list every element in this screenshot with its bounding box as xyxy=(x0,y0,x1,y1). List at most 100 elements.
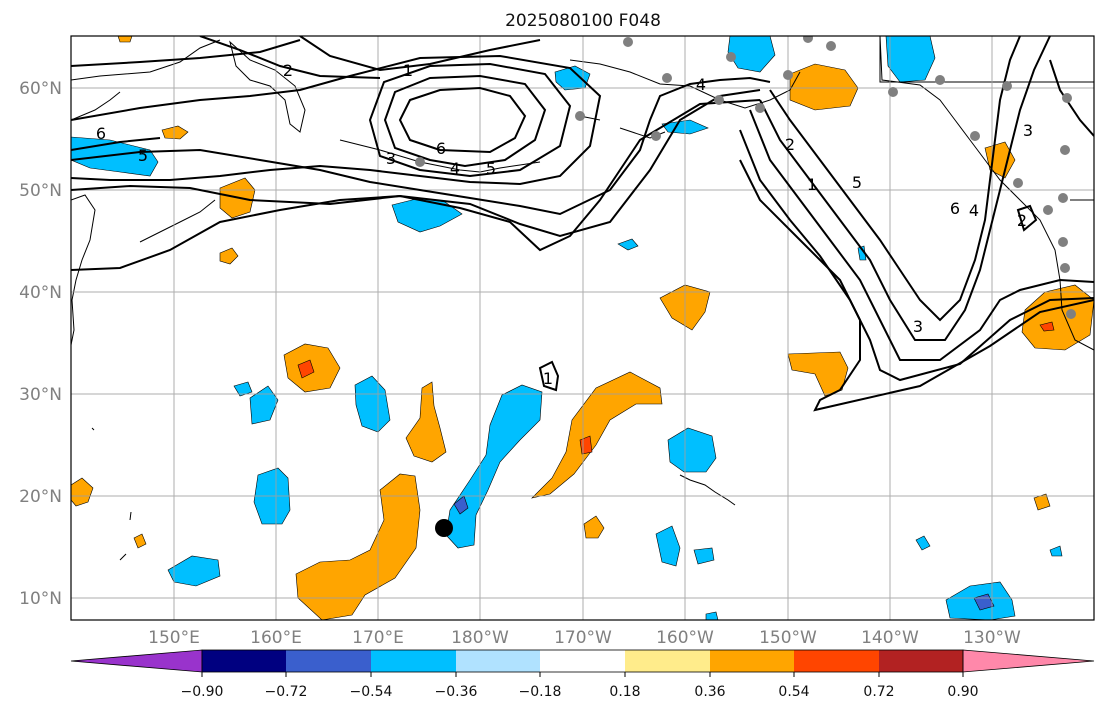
anomaly-neg-30n-b xyxy=(249,385,279,425)
contour-label: 1 xyxy=(403,61,413,80)
contour-label: 6 xyxy=(950,199,960,218)
lon-labels: 150°E 160°E 170°E 180°W 170°W 160°W 150°… xyxy=(148,628,1021,648)
colorbar-tick-label: −0.90 xyxy=(181,684,224,700)
aleutians xyxy=(339,139,541,173)
anomaly-red-coast xyxy=(1039,321,1055,332)
contour-low-2 xyxy=(383,74,547,168)
contour-label: 3 xyxy=(386,149,396,168)
contour-top-2 xyxy=(299,36,541,72)
contour-outer-2 xyxy=(71,89,761,238)
station-marker xyxy=(1002,81,1012,91)
station-marker xyxy=(662,73,672,83)
map-frame xyxy=(70,35,1095,621)
station-marker xyxy=(1058,237,1068,247)
contour-east-small xyxy=(1016,204,1038,232)
lon-label: 170°E xyxy=(352,628,404,648)
station-marker xyxy=(1013,178,1023,188)
anomaly-pos-tiny xyxy=(133,533,147,549)
anomaly-pos-top-small xyxy=(117,36,133,43)
lat-label: 20°N xyxy=(19,487,62,507)
colorbar-frame xyxy=(201,649,964,673)
contour-label: 3 xyxy=(913,317,923,336)
colorbar-segment xyxy=(202,650,286,672)
station-marker xyxy=(415,157,425,167)
lon-label: 150°W xyxy=(759,628,817,648)
contour-low-center xyxy=(398,86,527,154)
colorbar-segment xyxy=(794,650,879,672)
anomaly-neg-30n-c xyxy=(233,381,253,397)
lat-label: 10°N xyxy=(19,589,62,609)
contour-label: 5 xyxy=(852,173,862,192)
contour-label: 1 xyxy=(807,175,817,194)
lat-label: 50°N xyxy=(19,181,62,201)
station-marker xyxy=(826,41,836,51)
lon-label: 130°W xyxy=(963,628,1021,648)
lon-label: 180°W xyxy=(451,628,509,648)
colorbar-tick-label: −0.36 xyxy=(435,684,478,700)
station-marker xyxy=(575,111,585,121)
contour-small-1 xyxy=(538,360,560,392)
lat-label: 30°N xyxy=(19,385,62,405)
colorbar-tick-label: −0.72 xyxy=(265,684,308,700)
colorbar-segment xyxy=(625,650,710,672)
contour-label: 5 xyxy=(486,159,496,178)
contour-label: 4 xyxy=(696,75,706,94)
station-marker xyxy=(1062,93,1072,103)
contour-trough-3 xyxy=(749,109,1094,361)
shaded-anomalies xyxy=(71,36,1094,620)
colorbar: −0.90 −0.72 −0.54 −0.36 −0.18 0.18 0.36 … xyxy=(70,649,1095,700)
colorbar-segment xyxy=(710,650,794,672)
contour-label: 2 xyxy=(785,135,795,154)
contour-labels: 6 5 4 3 2 1 6 5 4 3 2 1 1 3 4 5 6 2 xyxy=(96,61,1033,388)
storm-marker xyxy=(435,519,453,537)
station-marker xyxy=(970,131,980,141)
contour-trough-5 xyxy=(739,159,1094,412)
anomaly-neg-long xyxy=(445,384,543,549)
anomaly-pos-gulf xyxy=(789,63,859,111)
anomaly-neg-15n-e xyxy=(1049,545,1063,557)
contour-trough-1 xyxy=(769,36,1021,322)
map-panel: 6 5 4 3 2 1 6 5 4 3 2 1 1 3 4 5 6 2 xyxy=(71,36,1094,620)
colorbar-tick-label: −0.54 xyxy=(350,684,393,700)
lat-label: 40°N xyxy=(19,283,62,303)
anomaly-pos-3 xyxy=(219,247,239,265)
kuril xyxy=(139,199,216,243)
anomaly-pos-long xyxy=(531,371,663,499)
station-marker xyxy=(783,70,793,80)
contour-trough-2 xyxy=(759,36,1051,341)
anomaly-pos-20n-e xyxy=(1033,493,1051,511)
contour-label: 1 xyxy=(543,369,553,388)
anomaly-neg-15n-a xyxy=(655,525,681,567)
anomaly-pos-18n xyxy=(583,515,605,539)
coast-kamchatka xyxy=(229,40,306,133)
contour-label: 2 xyxy=(1017,211,1027,230)
anomaly-neg-15n-b xyxy=(693,547,715,565)
lon-label: 170°W xyxy=(554,628,612,648)
lon-label: 150°E xyxy=(148,628,200,648)
contour-top-1 xyxy=(71,39,301,67)
anomaly-neg-30n-a xyxy=(354,375,391,433)
contour-label: 6 xyxy=(436,139,446,158)
lat-labels: 60°N 50°N 40°N 30°N 20°N 10°N xyxy=(19,79,62,609)
contour-label: 4 xyxy=(969,201,979,220)
station-marker xyxy=(1043,205,1053,215)
station-marker xyxy=(714,95,724,105)
colorbar-tick-label: 0.36 xyxy=(694,684,725,700)
contour-low-4 xyxy=(71,54,602,186)
contour-label: 4 xyxy=(450,159,460,178)
contour-label: 6 xyxy=(96,124,106,143)
anomaly-neg-top-1 xyxy=(727,36,776,73)
colorbar-extend-high xyxy=(962,649,1095,673)
anomaly-purple-20n xyxy=(453,495,469,515)
colorbar-segment xyxy=(540,650,625,672)
coastlines xyxy=(71,36,1094,561)
contour-top-3 xyxy=(199,36,381,79)
colorbar-extend-low xyxy=(70,649,203,673)
anomaly-neg-tiny-1 xyxy=(617,238,639,251)
anomaly-pos-coast xyxy=(1021,284,1094,351)
coast-asia xyxy=(71,39,221,346)
anomaly-pos-2 xyxy=(161,125,189,140)
contour-label: 2 xyxy=(283,61,293,80)
colorbar-segment xyxy=(456,650,540,672)
